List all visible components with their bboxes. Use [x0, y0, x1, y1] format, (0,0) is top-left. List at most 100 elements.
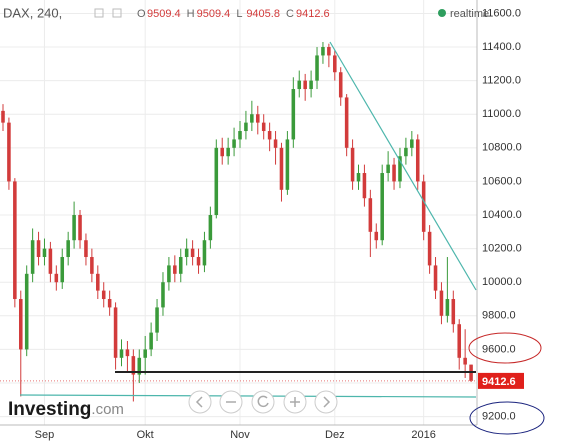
candle-body	[119, 349, 124, 358]
candle-body	[291, 89, 296, 140]
candle-body	[173, 265, 177, 274]
candle-body	[84, 240, 88, 258]
candle-body	[101, 290, 106, 300]
candle-body	[7, 122, 11, 182]
reset-button[interactable]	[251, 390, 275, 414]
candle-body	[279, 147, 284, 190]
candle-body	[113, 307, 118, 358]
candle-body	[303, 80, 307, 90]
zoom-controls	[188, 390, 338, 414]
y-tick-label: 10400.0	[482, 209, 522, 221]
trend-line	[19, 394, 477, 398]
brand-name: Investing	[8, 399, 91, 420]
status: realtime	[450, 8, 489, 20]
ohlc-key: H	[187, 8, 195, 20]
candle-body	[196, 257, 201, 266]
scroll-right-button[interactable]	[314, 390, 338, 414]
candle-body	[267, 131, 272, 140]
candle-body	[445, 299, 450, 316]
candle-body	[60, 257, 65, 283]
candle-body	[137, 357, 142, 375]
candles	[1, 41, 473, 402]
candle-body	[427, 231, 432, 266]
candle-body	[333, 55, 337, 73]
scroll-left-button[interactable]	[188, 390, 212, 414]
candle-body	[155, 307, 159, 333]
candle-body	[415, 139, 420, 182]
candle-body	[36, 240, 41, 258]
brand: Investing.com	[8, 399, 124, 420]
candle-body	[72, 215, 76, 241]
candle-body	[457, 324, 462, 358]
ohlc-key: L	[236, 8, 242, 20]
candle-body	[398, 156, 402, 182]
y-tick-label: 10200.0	[482, 243, 522, 255]
candle-body	[309, 80, 313, 90]
candle-body	[350, 147, 355, 182]
candle-body	[178, 257, 183, 274]
candle-body	[285, 139, 290, 190]
candle-body	[250, 114, 254, 123]
ohlc-key: C	[286, 8, 294, 20]
y-tick-label: 10800.0	[482, 142, 522, 154]
candle-body	[48, 248, 53, 274]
y-tick-label: 11600.0	[482, 7, 521, 19]
trend-line	[329, 41, 477, 291]
candle-body	[131, 356, 136, 375]
candle-body	[18, 299, 23, 350]
icon	[94, 8, 104, 18]
icon	[290, 397, 300, 407]
candle-body	[167, 265, 171, 283]
x-tick-label: 2016	[411, 429, 435, 441]
candle-body	[374, 231, 379, 241]
candle-body	[232, 139, 236, 148]
highlight-ellipse	[469, 401, 545, 435]
ohlc-legend: O 9509.4 H 9509.4 L 9405.8 C 9412.6	[137, 8, 330, 20]
candle-body	[392, 164, 396, 182]
candle-body	[202, 240, 207, 266]
last-price-box	[478, 372, 524, 389]
candle-body	[149, 332, 153, 350]
y-tick-label: 9200.0	[482, 411, 516, 423]
candle-body	[24, 273, 29, 350]
candle-body	[42, 248, 47, 258]
candle-body	[261, 122, 266, 132]
x-tick-label: Dez	[325, 429, 345, 441]
ohlc-value: 9509.4	[197, 8, 231, 20]
brand-suffix: .com	[91, 401, 124, 418]
candle-body	[386, 164, 390, 174]
candle-body	[161, 282, 165, 308]
y-tick-label: 10000.0	[482, 276, 522, 288]
candle-body	[421, 181, 426, 232]
candle-body	[463, 357, 467, 365]
candle-body	[143, 349, 147, 358]
y-tick-label: 10600.0	[482, 175, 522, 187]
candle-body	[297, 80, 302, 90]
icon	[112, 8, 122, 18]
candle-body	[433, 265, 438, 291]
ohlc-value: 9509.4	[147, 8, 181, 20]
status-dot	[438, 9, 446, 17]
icon	[323, 396, 331, 408]
candle-body	[107, 299, 112, 308]
highlight-ellipse	[468, 332, 542, 364]
candle-body	[338, 72, 343, 98]
ohlc-key: O	[137, 8, 146, 20]
candle-body	[184, 248, 189, 258]
axis-labels: 9200.09400.09600.09800.010000.010200.010…	[35, 7, 522, 441]
candle-body	[410, 139, 414, 148]
candle-body	[244, 122, 248, 132]
candle-body	[451, 299, 456, 325]
grid	[0, 0, 477, 425]
y-tick-label: 11400.0	[482, 41, 521, 53]
candle-body	[96, 273, 100, 291]
candle-body	[66, 240, 70, 258]
ohlc-value: 9412.6	[296, 8, 330, 20]
candle-body	[404, 147, 408, 157]
x-tick-label: Nov	[230, 429, 250, 441]
y-tick-label: 11000.0	[482, 108, 521, 120]
x-tick-label: Okt	[137, 429, 154, 441]
candle-body	[321, 47, 325, 56]
candle-body	[214, 147, 219, 216]
